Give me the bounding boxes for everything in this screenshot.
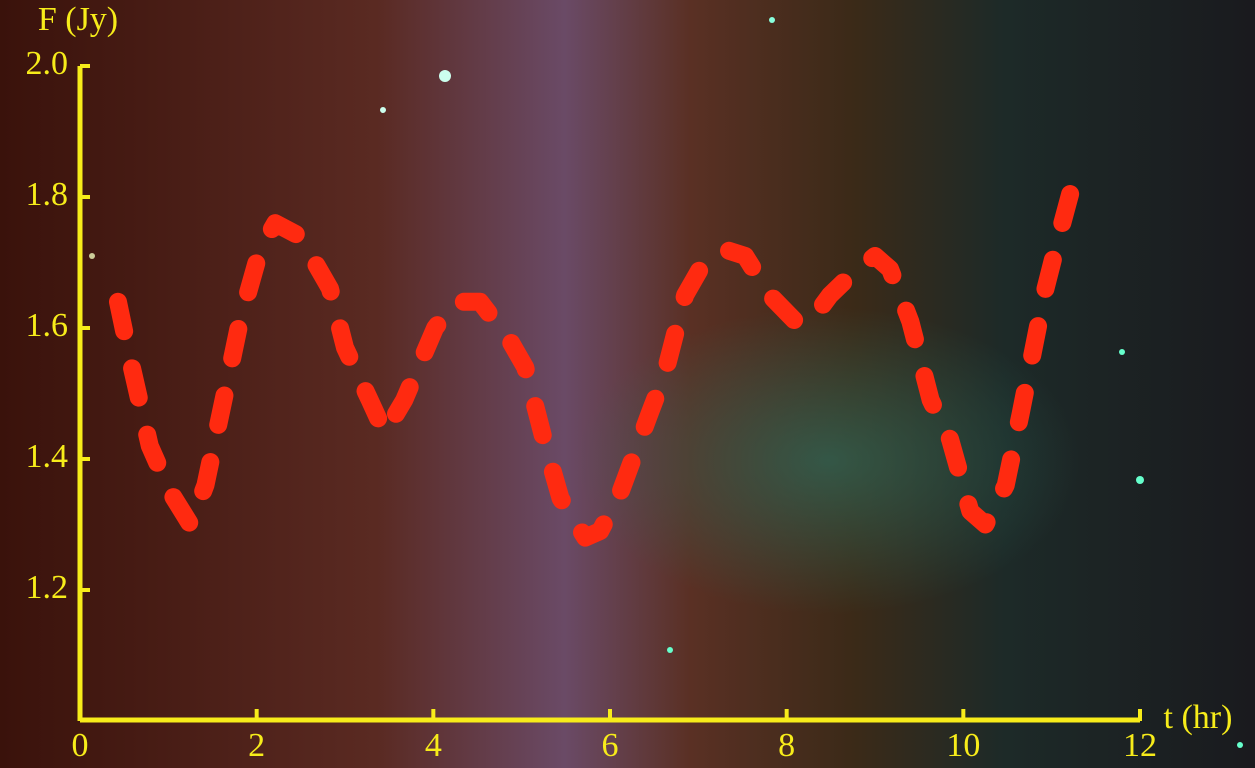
star <box>1136 476 1144 484</box>
y-tick-label: 1.8 <box>26 176 69 213</box>
x-axis-label: t (hr) <box>1164 699 1233 736</box>
y-axis-label: F (Jy) <box>38 1 118 38</box>
star <box>380 107 386 113</box>
x-tick-label: 12 <box>1123 727 1157 764</box>
star <box>667 647 673 653</box>
data-line <box>108 181 1081 547</box>
x-tick-label: 6 <box>602 727 619 764</box>
y-tick-label: 1.4 <box>26 438 69 475</box>
star <box>769 17 775 23</box>
x-tick-label: 2 <box>248 727 265 764</box>
x-tick-label: 10 <box>946 727 980 764</box>
star <box>89 253 95 259</box>
star <box>439 70 451 82</box>
x-tick-label: 8 <box>778 727 795 764</box>
x-tick-label: 0 <box>72 727 89 764</box>
stars <box>89 17 1243 748</box>
y-tick-label: 2.0 <box>26 45 69 82</box>
x-tick-label: 4 <box>425 727 442 764</box>
star <box>1237 742 1243 748</box>
y-tick-label: 1.6 <box>26 307 69 344</box>
star <box>1119 349 1125 355</box>
y-tick-label: 1.2 <box>26 569 69 606</box>
